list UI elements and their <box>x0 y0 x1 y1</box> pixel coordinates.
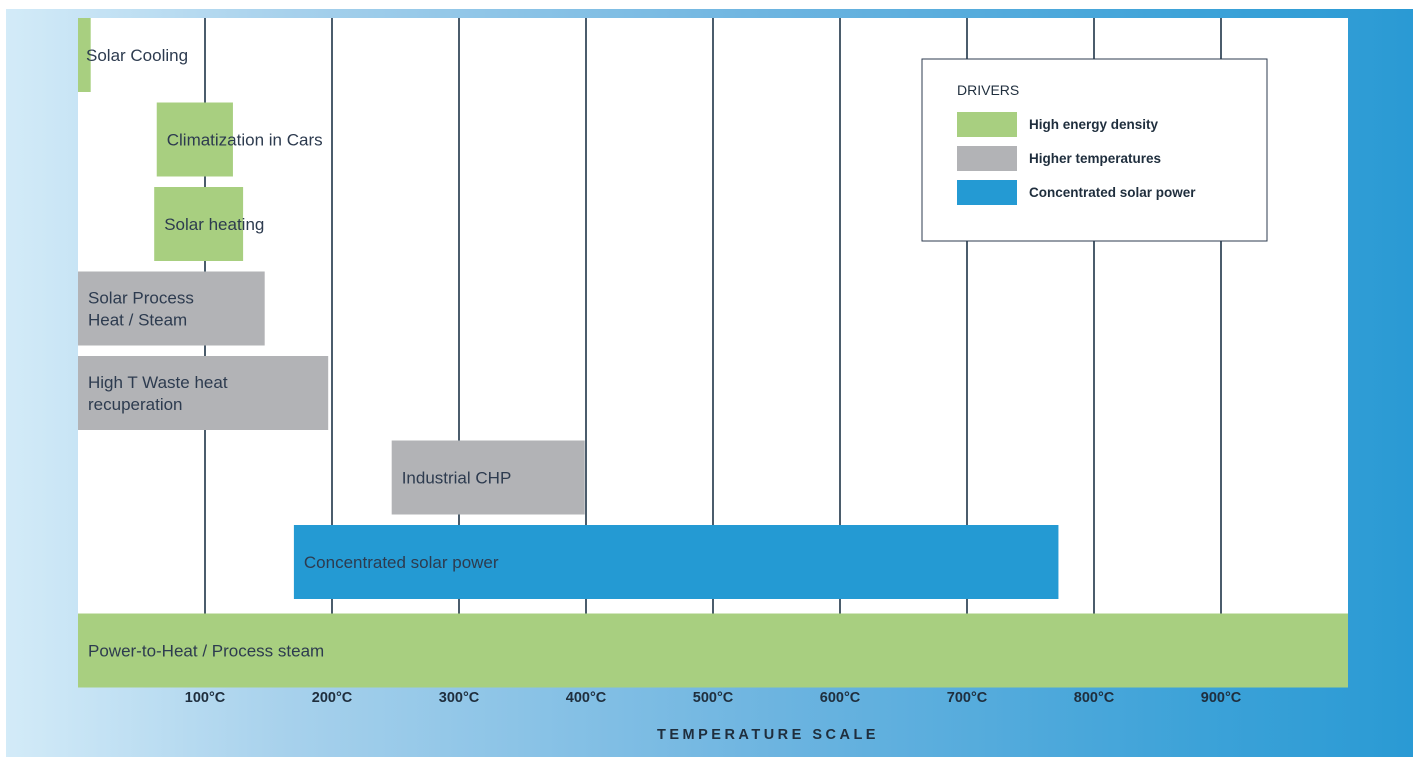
legend-label: Concentrated solar power <box>1029 185 1196 200</box>
bar <box>78 272 265 346</box>
legend: DRIVERS High energy density Higher temper… <box>922 59 1267 241</box>
legend-swatch <box>957 146 1017 171</box>
x-tick-label: 600°C <box>820 690 861 706</box>
bar-label: Concentrated solar power <box>304 553 499 572</box>
bar <box>78 356 328 430</box>
bar-label: Solar Cooling <box>86 46 188 65</box>
bar-label: Power-to-Heat / Process steam <box>88 642 324 661</box>
bar-label: Solar Process <box>88 289 194 308</box>
bar-label: Industrial CHP <box>402 469 512 488</box>
legend-label: Higher temperatures <box>1029 151 1161 166</box>
x-tick-label: 300°C <box>439 690 480 706</box>
legend-label: High energy density <box>1029 117 1159 132</box>
x-tick-label: 900°C <box>1201 690 1242 706</box>
legend-swatch <box>957 112 1017 137</box>
x-tick-label: 700°C <box>947 690 988 706</box>
x-tick-label: 100°C <box>185 690 226 706</box>
x-axis-title: TEMPERATURE SCALE <box>657 727 879 743</box>
x-tick-label: 200°C <box>312 690 353 706</box>
legend-swatch <box>957 180 1017 205</box>
x-tick-label: 400°C <box>566 690 607 706</box>
legend-title: DRIVERS <box>957 82 1019 98</box>
bar-label: High T Waste heat <box>88 373 228 392</box>
x-tick-labels: 100°C 200°C 300°C 400°C 500°C 600°C 700°C 800°C… <box>185 690 1242 706</box>
x-tick-label: 500°C <box>693 690 734 706</box>
bar-label: Heat / Steam <box>88 311 187 330</box>
bar-label: Solar heating <box>164 215 264 234</box>
x-tick-label: 800°C <box>1074 690 1115 706</box>
bar-label: recuperation <box>88 395 183 414</box>
bar-label: Climatization in Cars <box>167 131 323 150</box>
